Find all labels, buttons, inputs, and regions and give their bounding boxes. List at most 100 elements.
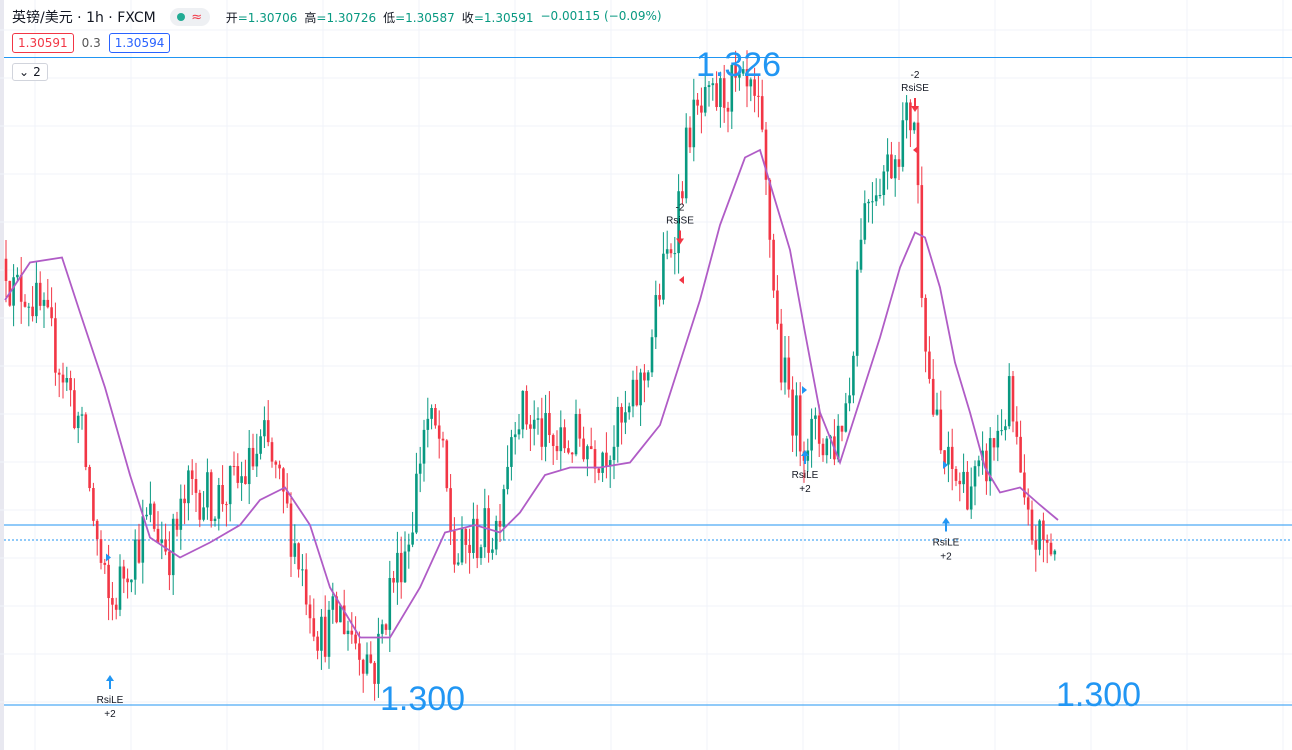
- spread-value: 0.3: [81, 36, 101, 50]
- candle-body: [464, 528, 468, 545]
- candle-body: [61, 374, 65, 383]
- candle-body: [358, 643, 361, 660]
- candle-body: [669, 249, 673, 254]
- candle-body: [825, 438, 829, 456]
- indicators-toggle[interactable]: ⌄ 2: [12, 63, 48, 81]
- candle-body: [867, 201, 870, 204]
- candle-body: [973, 466, 977, 487]
- symbol-title[interactable]: 英镑/美元 · 1h · FXCM: [12, 10, 156, 26]
- chevron-down-icon: ⌄: [19, 65, 30, 79]
- candle-body: [152, 503, 156, 529]
- candle-body: [160, 539, 164, 543]
- candle-body: [525, 390, 528, 425]
- candle-body: [920, 185, 924, 298]
- candle-body: [730, 64, 734, 112]
- candle-body: [289, 503, 293, 557]
- candle-body: [1000, 430, 1003, 432]
- candle-body: [958, 480, 962, 485]
- status-pill[interactable]: ≈: [169, 8, 210, 26]
- high-value: =1.30726: [316, 10, 377, 25]
- wave-icon: ≈: [191, 9, 203, 25]
- candle-body: [1045, 539, 1049, 543]
- candle-body: [73, 390, 76, 429]
- candle-body: [137, 539, 141, 563]
- candle-body: [259, 436, 262, 454]
- candle-body: [627, 406, 631, 413]
- candle-body: [905, 102, 908, 121]
- candle-body: [441, 438, 445, 441]
- candle-body: [183, 498, 186, 504]
- sell-button[interactable]: 1.30591: [12, 33, 74, 53]
- candle-body: [240, 476, 243, 483]
- close-value: =1.30591: [473, 10, 534, 25]
- buy-button[interactable]: 1.30594: [108, 33, 171, 53]
- signal-label: RsiLE: [933, 538, 960, 549]
- candle-body: [114, 604, 118, 610]
- candle-body: [1026, 497, 1030, 510]
- candle-body: [703, 87, 707, 113]
- candle-body: [779, 323, 783, 383]
- candle-body: [498, 520, 502, 527]
- candle-body: [88, 466, 91, 489]
- candle-body: [365, 654, 369, 674]
- candle-body: [650, 337, 654, 373]
- candle-body: [399, 552, 403, 583]
- candle-body: [624, 412, 627, 423]
- candles: [4, 50, 1057, 701]
- left-toolbar-edge: [0, 0, 4, 750]
- candle-body: [639, 372, 642, 406]
- candle-body: [521, 390, 525, 430]
- candle-body: [696, 99, 699, 106]
- candle-body: [297, 543, 300, 570]
- candle-body: [848, 395, 851, 404]
- candle-body: [217, 485, 221, 519]
- candle-body: [897, 159, 901, 167]
- candle-body: [1042, 520, 1045, 540]
- candle-body: [741, 69, 745, 74]
- candle-body: [445, 440, 449, 489]
- candle-body: [46, 299, 50, 308]
- candle-body: [912, 122, 916, 131]
- candle-body: [76, 415, 80, 429]
- candle-body: [54, 318, 57, 373]
- candle-body: [354, 634, 357, 644]
- candle-body: [1023, 472, 1026, 498]
- candle-body: [380, 624, 384, 634]
- candle-body: [677, 191, 680, 254]
- candle-body: [962, 471, 965, 485]
- candle-body: [171, 518, 175, 576]
- candle-body: [863, 203, 867, 240]
- candle-body: [544, 413, 547, 447]
- candle-body: [722, 78, 726, 108]
- candle-body: [282, 468, 285, 492]
- candle-body: [327, 609, 331, 657]
- candle-body: [1053, 550, 1057, 555]
- candle-body: [449, 488, 452, 531]
- candle-body: [871, 201, 874, 203]
- candle-body: [202, 507, 205, 520]
- candle-body: [749, 79, 753, 87]
- candle-body: [688, 127, 692, 148]
- candle-body: [316, 636, 319, 651]
- candle-body: [494, 520, 498, 550]
- candle-body: [350, 630, 354, 635]
- candle-body: [593, 449, 597, 469]
- candle-body: [168, 551, 171, 576]
- ohlc-readout: 开=1.30706 高=1.30726 低=1.30587 收=1.30591 …: [226, 9, 662, 26]
- candle-body: [798, 395, 802, 452]
- candle-body: [187, 470, 190, 504]
- candle-body: [715, 83, 718, 108]
- candle-body: [130, 579, 133, 583]
- candle-body: [795, 395, 798, 436]
- candle-body: [426, 418, 430, 430]
- candle-body: [536, 418, 540, 420]
- arrow-down-icon: [676, 230, 684, 245]
- candle-body: [643, 372, 646, 381]
- candle-body: [757, 95, 760, 97]
- candle-body: [339, 605, 342, 623]
- candle-body: [635, 379, 639, 406]
- candle-body: [206, 472, 209, 508]
- candle-body: [513, 434, 517, 438]
- signal-label: RsiSE: [666, 216, 694, 227]
